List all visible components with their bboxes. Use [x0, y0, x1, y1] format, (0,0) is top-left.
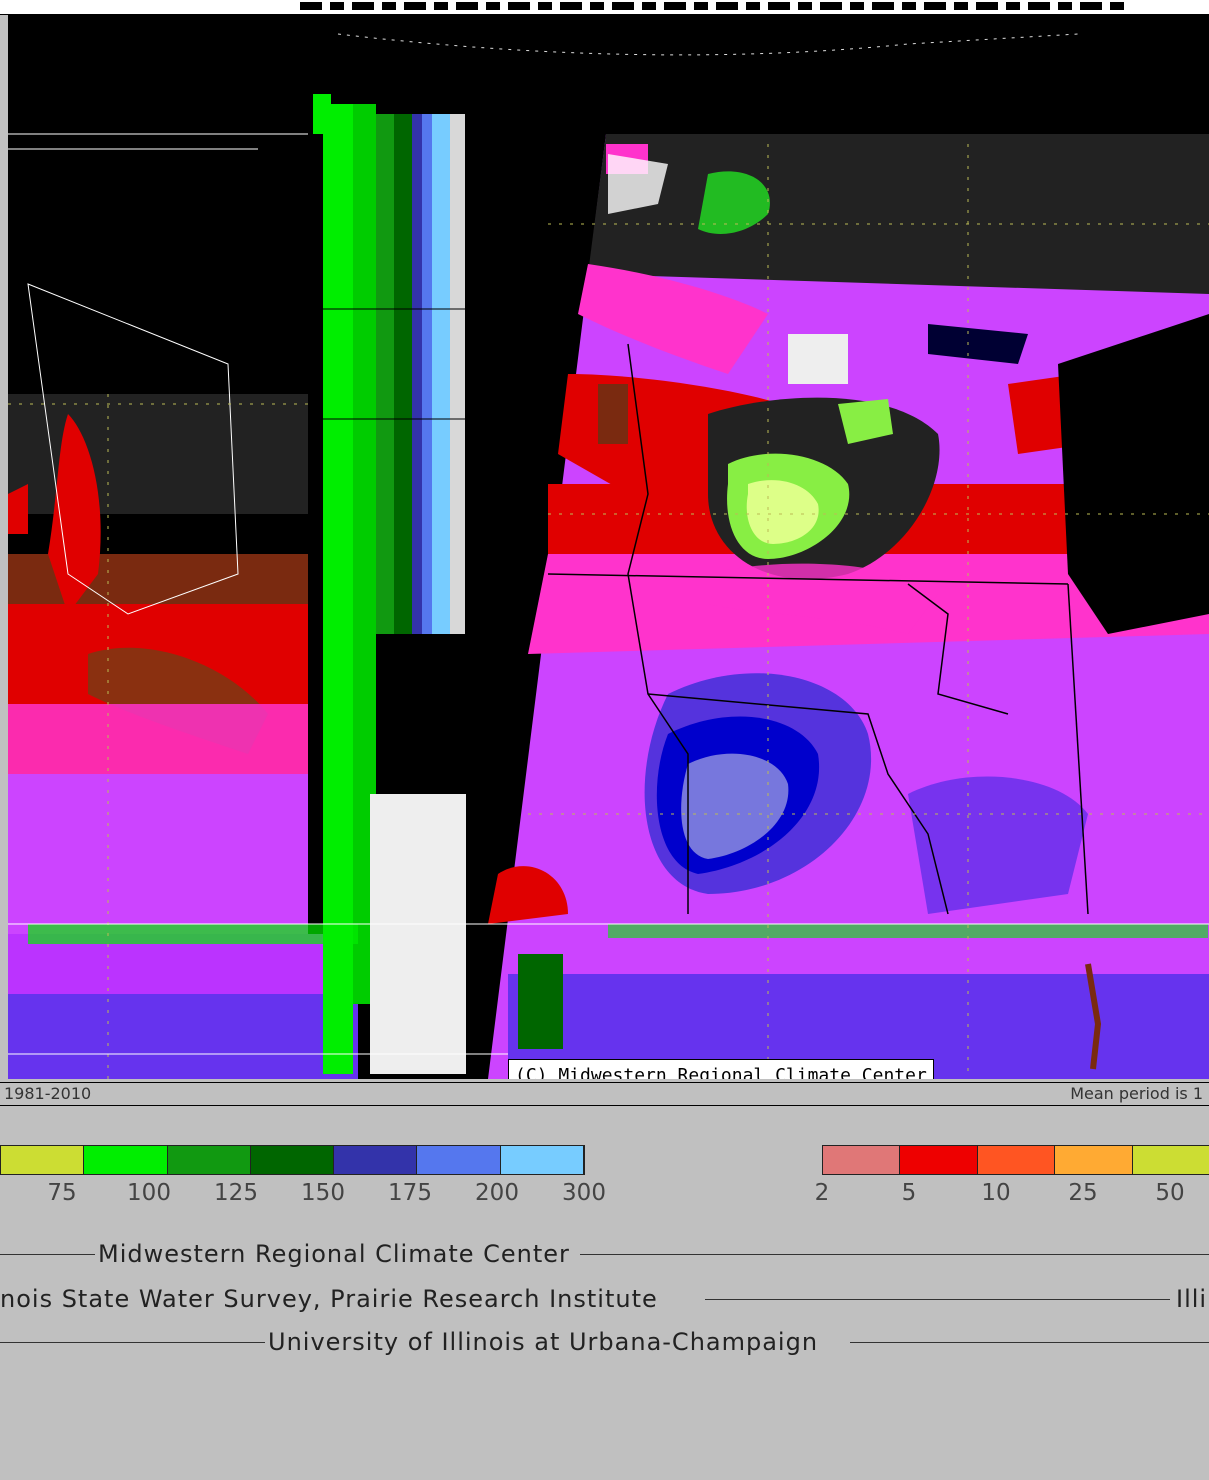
legend-tick-label: 150	[301, 1180, 345, 1206]
header-title-graphic	[300, 2, 1130, 10]
scanlines	[8, 133, 1209, 1055]
credit-isws-right: Illi	[1176, 1285, 1208, 1313]
period-left-label: 1981-2010	[4, 1084, 92, 1103]
grid-lines	[8, 144, 1209, 1079]
legend-right-labels: 2 5 10 25 50	[800, 1180, 1209, 1206]
legend-swatch	[1055, 1146, 1133, 1174]
legend-tick-label: 100	[127, 1180, 171, 1206]
legend-tick-label: 300	[562, 1180, 606, 1206]
period-right-label: Mean period is 1	[1070, 1084, 1203, 1103]
legend-swatch	[84, 1146, 168, 1174]
credit-isws: nois State Water Survey, Prairie Researc…	[0, 1285, 658, 1313]
legend-swatch	[417, 1146, 501, 1174]
legend-tick-label: 125	[214, 1180, 258, 1206]
left-map-fragment	[8, 283, 358, 1079]
legend-left-colorbar	[0, 1145, 585, 1175]
map-graphic	[8, 14, 1209, 1079]
legend-swatch	[1, 1146, 85, 1174]
legend-tick-label: 175	[388, 1180, 432, 1206]
right-map-panel	[488, 134, 1209, 1079]
legend-swatch	[500, 1146, 584, 1174]
credit-mrcc: Midwestern Regional Climate Center	[98, 1240, 570, 1268]
legend-tick-label: 10	[981, 1180, 1011, 1206]
legend-swatch	[977, 1146, 1056, 1174]
credit-uiuc: University of Illinois at Urbana-Champai…	[268, 1328, 819, 1356]
map-panel: (C) Midwestern Regional Climate Center	[8, 14, 1209, 1079]
legend-tick-label: 25	[1068, 1180, 1098, 1206]
legend-tick-label: 200	[475, 1180, 519, 1206]
period-row: 1981-2010 Mean period is 1	[0, 1082, 1209, 1106]
legend-left-labels: 75 100 125 150 175 200 300	[0, 1180, 620, 1206]
legend-swatch	[1132, 1146, 1209, 1174]
legend-swatch	[823, 1146, 901, 1174]
legend-right-colorbar	[822, 1145, 1209, 1175]
legend-swatch	[250, 1146, 335, 1174]
legend-swatch	[167, 1146, 251, 1174]
header-strip	[0, 0, 1209, 15]
legend-swatch	[900, 1146, 978, 1174]
legend-swatch	[334, 1146, 418, 1174]
legend-tick-label: 5	[901, 1180, 917, 1206]
legend-tick-label: 50	[1155, 1180, 1185, 1206]
legend-tick-label: 2	[814, 1180, 830, 1206]
color-column	[313, 94, 466, 1074]
copyright-label: (C) Midwestern Regional Climate Center	[508, 1059, 934, 1079]
legend-tick-label: 75	[47, 1180, 77, 1206]
